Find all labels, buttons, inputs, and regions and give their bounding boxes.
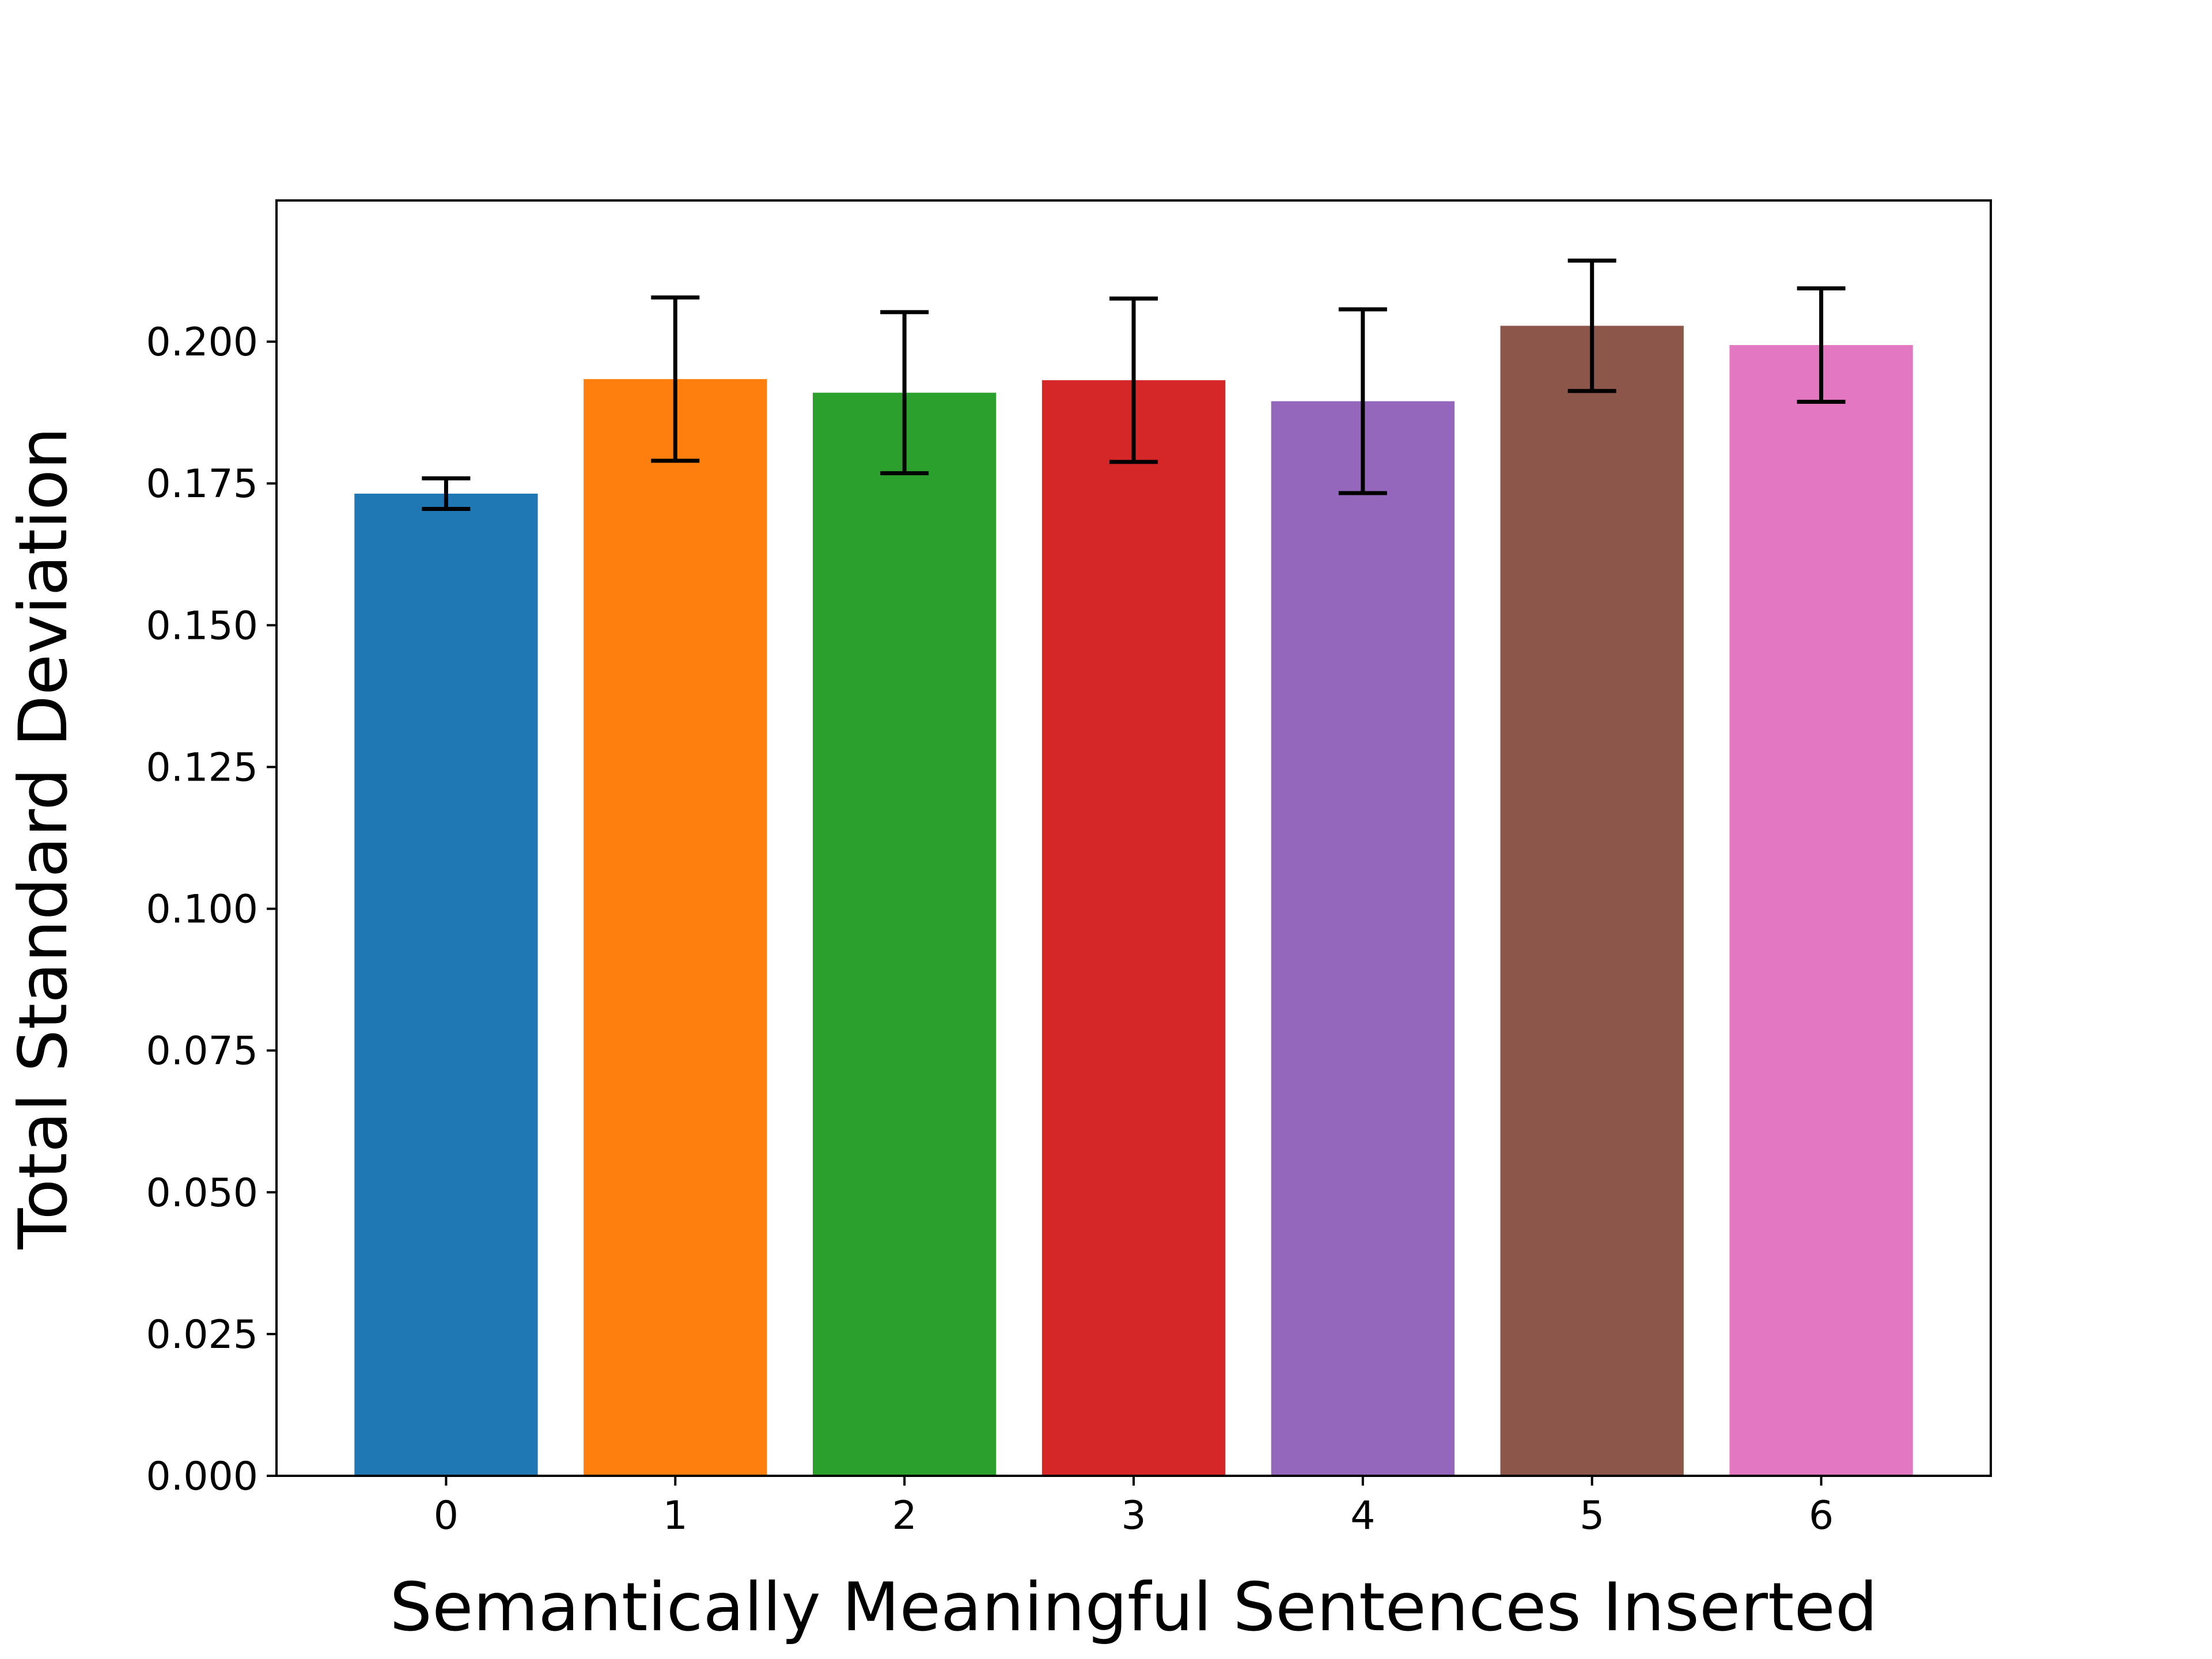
- y-axis-ticks: 0.000 0.025 0.050 0.075 0.100 0.125 0.150 0.175…: [146, 320, 276, 1499]
- y-axis-label: Total Standard Deviation: [5, 427, 82, 1249]
- x-tick-label: 0: [434, 1493, 459, 1539]
- y-tick-label: 0.125: [146, 745, 258, 790]
- x-tick-label: 5: [1580, 1493, 1604, 1539]
- error-bar-1: [651, 295, 700, 463]
- y-tick-label: 0.150: [146, 603, 258, 649]
- x-tick-label: 4: [1350, 1493, 1375, 1539]
- x-tick-label: 1: [663, 1493, 688, 1539]
- y-tick-label: 0.050: [146, 1171, 258, 1216]
- x-tick-label: 6: [1809, 1493, 1834, 1539]
- bar-6: [1729, 345, 1913, 1476]
- error-bar-2: [880, 310, 929, 476]
- y-tick-label: 0.175: [146, 461, 258, 507]
- bar-4: [1271, 401, 1455, 1476]
- bar-3: [1041, 380, 1226, 1476]
- y-tick-label: 0.000: [146, 1454, 258, 1499]
- error-bars-group: [422, 258, 1846, 512]
- y-tick-label: 0.200: [146, 320, 258, 365]
- error-bar-5: [1567, 258, 1616, 393]
- y-tick-label: 0.100: [146, 887, 258, 933]
- x-tick-label: 3: [1121, 1493, 1146, 1539]
- error-bar-4: [1338, 307, 1387, 495]
- y-tick-label: 0.025: [146, 1312, 258, 1358]
- bar-5: [1500, 325, 1684, 1476]
- error-bar-0: [422, 476, 471, 512]
- error-bar-6: [1797, 286, 1846, 404]
- bar-1: [584, 379, 767, 1476]
- bar-2: [812, 392, 997, 1476]
- y-tick-label: 0.075: [146, 1029, 258, 1074]
- bar-0: [354, 493, 538, 1476]
- x-tick-label: 2: [892, 1493, 917, 1539]
- x-axis-label: Semantically Meaningful Sentences Insert…: [389, 1569, 1877, 1646]
- bars-group: [354, 325, 1913, 1476]
- x-axis-ticks: 0 1 2 3 4 5 6: [434, 1476, 1834, 1539]
- error-bar-3: [1109, 296, 1158, 464]
